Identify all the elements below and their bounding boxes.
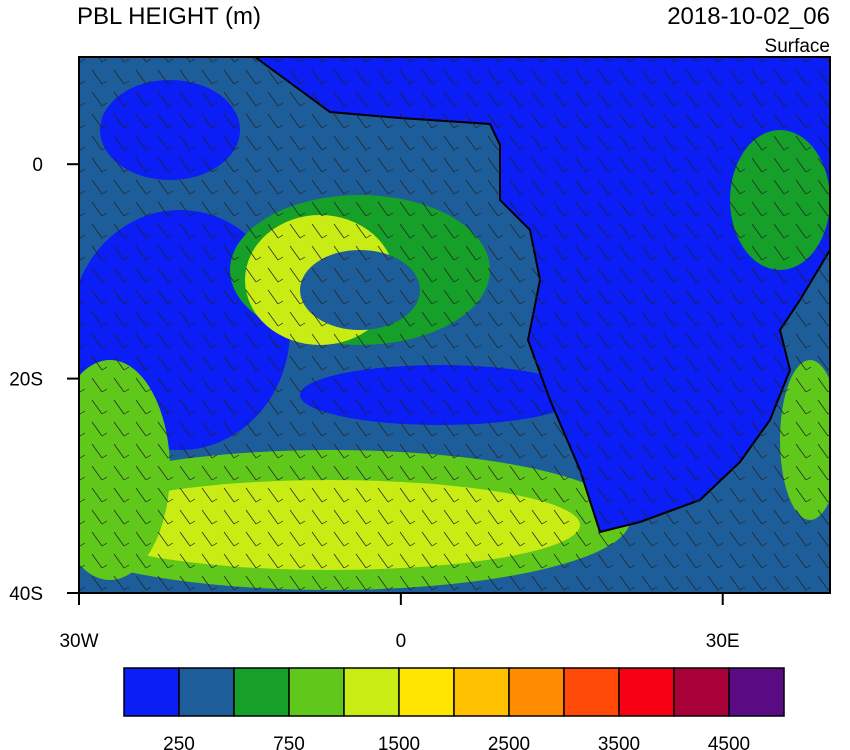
colorbar-label: 3500 xyxy=(598,734,640,750)
lon-tick-label: 0 xyxy=(396,631,407,652)
colorbar-label: 750 xyxy=(273,734,305,750)
colorbar-box xyxy=(453,667,510,717)
colorbar-box xyxy=(618,667,675,717)
colorbar-label: 4500 xyxy=(708,734,750,750)
valid-time: 2018-10-02_06 xyxy=(667,3,830,30)
lat-tick-label: 20S xyxy=(9,370,43,391)
level: Surface xyxy=(765,36,830,57)
title: PBL HEIGHT (m) xyxy=(77,3,261,30)
colorbar-box xyxy=(123,667,180,717)
colorbar-box xyxy=(398,667,455,717)
colorbar-box xyxy=(673,667,730,717)
map-frame xyxy=(78,56,831,594)
colorbar-box xyxy=(178,667,235,717)
colorbar-label: 1500 xyxy=(378,734,420,750)
lon-tick-label: 30W xyxy=(59,631,98,652)
lat-tick-label: 0 xyxy=(32,155,43,176)
colorbar-box xyxy=(343,667,400,717)
colorbar-box xyxy=(508,667,565,717)
colorbar-box xyxy=(288,667,345,717)
lat-tick-label: 40S xyxy=(9,584,43,605)
colorbar-label: 250 xyxy=(163,734,195,750)
lon-tick-label: 30E xyxy=(706,631,740,652)
colorbar-label: 2500 xyxy=(488,734,530,750)
colorbar-box xyxy=(233,667,290,717)
map-field xyxy=(79,57,830,593)
colorbar-box xyxy=(563,667,620,717)
colorbar-box xyxy=(728,667,785,717)
